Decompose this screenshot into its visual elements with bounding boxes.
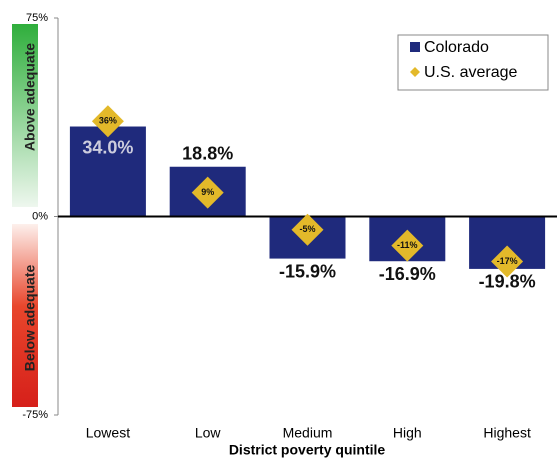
legend-label: U.S. average [424,64,517,81]
diamond-label: -11% [397,240,418,250]
x-tick-label: Highest [483,425,531,441]
diamond [291,213,324,246]
diamond [391,229,424,262]
legend-swatch [410,42,420,52]
below-label: Below adequate [22,265,38,372]
diamond [191,176,224,209]
x-axis-label: District poverty quintile [229,442,386,458]
diamond-label: 36% [99,116,117,126]
above-band [12,24,38,207]
y-tick-label: 75% [26,12,48,24]
below-band [12,224,38,407]
legend-label: Colorado [424,39,489,56]
diamond [91,105,124,138]
value-label: -16.9% [379,264,436,284]
y-tick-label: -75% [22,409,48,421]
legend: Colorado U.S. average [397,34,549,91]
value-label: 18.8% [182,143,233,163]
above-label: Above adequate [22,43,38,151]
diamond-label: -17% [497,256,518,266]
diamond-label: 9% [201,187,214,197]
x-tick-label: Low [195,425,222,441]
y-tick-label: 0% [32,210,48,222]
value-label: -19.8% [479,272,536,292]
x-tick-label: High [393,425,422,441]
legend-swatch [410,67,420,77]
diamond-label: -5% [299,224,315,234]
x-tick-label: Lowest [86,425,130,441]
diamond [491,245,524,278]
x-tick-label: Medium [283,425,333,441]
value-label: 34.0% [82,137,133,157]
value-label: -15.9% [279,261,336,281]
bar [69,126,146,217]
legend-box [397,34,549,91]
